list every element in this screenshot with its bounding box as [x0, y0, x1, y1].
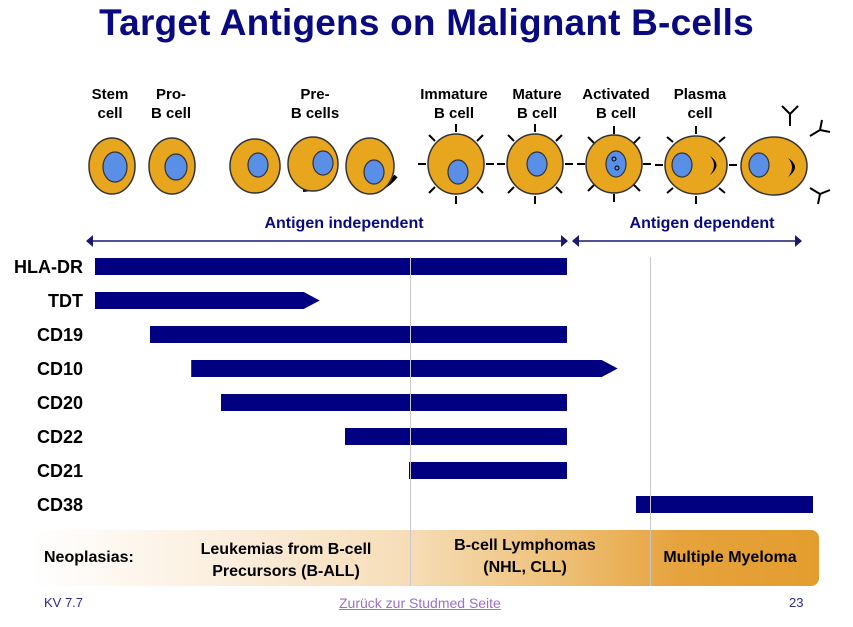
stage-label-pro-b: Pro- B cell — [150, 86, 192, 122]
pre-b-cell-icon — [229, 136, 398, 195]
neoplasias-label: Neoplasias: — [44, 549, 134, 566]
marker-label: HLA-DR — [14, 257, 83, 277]
marker-label: CD10 — [36, 359, 83, 379]
cell-illustrations — [86, 105, 831, 247]
marker-label: TDT — [48, 291, 83, 311]
footer-course: KV 7.7 — [44, 595, 84, 610]
stem-cell-icon — [88, 137, 136, 195]
antigen-dependent-arrow — [572, 235, 802, 247]
plasma-cell-icon — [655, 126, 737, 204]
expression-bar-cd21 — [409, 462, 568, 479]
plasma-cell-antibody-icon — [740, 105, 831, 205]
expression-bar-hla-dr — [95, 258, 568, 275]
expression-bar-cd38 — [636, 496, 813, 513]
neoplasia-b-all: Leukemias from B-cell Precursors (B-ALL) — [200, 541, 372, 580]
stage-label-plasma: Plasma cell — [673, 86, 727, 122]
neoplasia-myeloma: Multiple Myeloma — [663, 549, 797, 566]
expression-bar-cd19 — [150, 326, 568, 343]
mature-b-cell-icon — [497, 124, 573, 204]
immature-b-cell-icon — [418, 124, 494, 204]
pro-b-cell-icon — [148, 137, 196, 195]
stage-label-mature: Mature B cell — [512, 86, 562, 122]
stage-label-immature: Immature B cell — [420, 86, 488, 122]
expression-bar-cd10 — [191, 360, 617, 377]
back-link[interactable]: Zurück zur Studmed Seite — [339, 595, 501, 611]
marker-label: CD21 — [36, 461, 83, 481]
antigen-independent-label: Antigen independent — [264, 215, 424, 232]
stage-label-activated: Activated B cell — [582, 86, 650, 122]
antigen-independent-arrow — [86, 235, 568, 247]
neoplasia-band — [30, 530, 819, 586]
marker-label: CD19 — [36, 325, 83, 345]
expression-bar-cd20 — [221, 394, 568, 411]
expression-bar-tdt — [95, 292, 320, 309]
antigen-dependent-label: Antigen dependent — [629, 215, 775, 232]
marker-label: CD38 — [36, 495, 83, 515]
stage-label-pre-b: Pre- B cells — [290, 86, 340, 122]
expression-bar-cd22 — [344, 428, 568, 445]
marker-label: CD22 — [36, 427, 83, 447]
slide-title: Target Antigens on Malignant B-cells — [99, 2, 754, 43]
page-number: 23 — [789, 595, 804, 610]
divider-line — [410, 257, 411, 586]
marker-label: CD20 — [36, 393, 83, 413]
activated-b-cell-icon — [577, 126, 651, 202]
neoplasia-lymphoma: B-cell Lymphomas (NHL, CLL) — [454, 537, 596, 576]
divider-line — [650, 257, 651, 586]
stage-label-stem: Stem cell — [91, 86, 129, 122]
